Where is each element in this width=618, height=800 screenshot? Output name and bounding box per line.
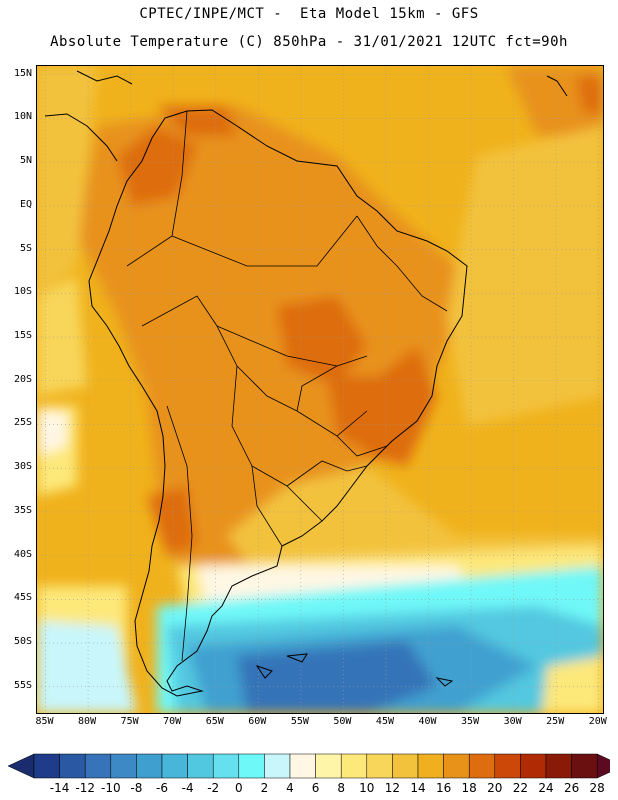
colorbar-swatch	[59, 753, 86, 779]
colorbar-level-label: 28	[589, 781, 605, 795]
colorbar-level-label: 2	[260, 781, 269, 795]
map-title: CPTEC/INPE/MCT - Eta Model 15km - GFS	[139, 6, 479, 22]
longitude-label: 80W	[78, 716, 97, 727]
colorbar-swatch	[366, 753, 393, 779]
colorbar-level-label: 16	[435, 781, 452, 795]
colorbar-swatch	[315, 753, 342, 779]
colorbar-swatch	[110, 753, 137, 779]
colorbar-swatch	[187, 753, 214, 779]
colorbar-swatch	[545, 753, 572, 779]
colorbar-swatch	[571, 753, 598, 779]
colorbar-level-label: 10	[359, 781, 375, 795]
colorbar-level-label: 12	[384, 781, 401, 795]
south-america-coastline	[88, 109, 468, 697]
colorbar-level-label: -12	[75, 781, 95, 795]
longitude-label: 75W	[120, 716, 139, 727]
colorbar-high-arrow	[596, 753, 610, 779]
colorbar-level-label: 6	[311, 781, 320, 795]
colorbar-swatch	[136, 753, 163, 779]
colorbar-level-label: 14	[410, 781, 426, 795]
latitude-label: 20S	[13, 373, 32, 385]
colorbar-swatch	[212, 753, 240, 779]
colorbar-level-label: -2	[207, 781, 220, 795]
longitude-label: 45W	[375, 716, 394, 727]
caribbean-coast	[44, 70, 568, 687]
latitude-label: 25S	[13, 417, 32, 429]
longitude-label: 85W	[35, 716, 54, 727]
colorbar-swatch	[289, 753, 316, 779]
colorbar-swatch	[417, 753, 444, 779]
latitude-label: 10N	[13, 111, 32, 123]
longitude-label: 50W	[333, 716, 352, 727]
latitude-label: 40S	[13, 548, 32, 560]
latitude-label: 15S	[13, 330, 32, 342]
colorbar-swatch	[84, 753, 112, 779]
colorbar-level-label: -14	[49, 781, 70, 795]
colorbar-swatch	[443, 753, 470, 779]
colorbar-swatch	[520, 753, 547, 779]
longitude-label: 65W	[205, 716, 224, 727]
colorbar-level-label: -6	[156, 781, 168, 795]
colorbar-swatch	[264, 753, 291, 779]
temperature-field	[37, 66, 603, 713]
colorbar-level-label: 24	[538, 781, 554, 795]
country-borders	[126, 110, 448, 662]
latitude-label: 10S	[13, 286, 32, 298]
colorbar-level-label: 26	[563, 781, 580, 795]
colorbar-swatch	[33, 753, 60, 779]
latitude-label: 30S	[13, 461, 32, 473]
longitude-label: 60W	[248, 716, 267, 727]
latitude-label: 5S	[19, 242, 32, 254]
temperature-map	[36, 65, 604, 714]
latitude-label: EQ	[19, 198, 32, 210]
map-subtitle: Absolute Temperature (C) 850hPa - 31/01/…	[50, 34, 568, 50]
longitude-label: 55W	[290, 716, 309, 727]
map-canvas	[37, 66, 603, 713]
colorbar-swatch	[238, 753, 265, 779]
colorbar-level-label: -4	[181, 781, 194, 795]
colorbar-level-label: 4	[286, 781, 294, 795]
colorbar-level-label: 8	[337, 781, 345, 795]
longitude-label: 70W	[163, 716, 182, 727]
colorbar-level-label: -10	[100, 781, 121, 795]
latitude-label: 45S	[13, 592, 32, 604]
colorbar-swatch	[340, 753, 368, 779]
colorbar-swatch	[392, 753, 419, 779]
colorbar-swatch	[161, 753, 188, 779]
colorbar-level-label: 22	[512, 781, 529, 795]
longitude-label: 35W	[461, 716, 480, 727]
colorbar-level-label: 18	[461, 781, 477, 795]
colorbar-swatch	[494, 753, 521, 779]
latitude-label: 35S	[13, 504, 32, 516]
latitude-label: 15N	[13, 67, 32, 79]
colorbar-level-label: 0	[234, 781, 243, 795]
latitude-label: 55S	[13, 679, 32, 691]
longitude-label: 25W	[546, 716, 565, 727]
colorbar-level-label: -8	[130, 781, 143, 795]
longitude-label: 30W	[503, 716, 522, 727]
color-scale-bar	[8, 753, 610, 779]
longitude-label: 20W	[588, 716, 607, 727]
colorbar-swatch	[468, 753, 496, 779]
longitude-label: 40W	[418, 716, 437, 727]
latitude-label: 5N	[19, 155, 32, 167]
colorbar-level-label: 20	[487, 781, 503, 795]
latitude-label: 50S	[13, 636, 32, 648]
colorbar-low-arrow	[8, 753, 35, 779]
